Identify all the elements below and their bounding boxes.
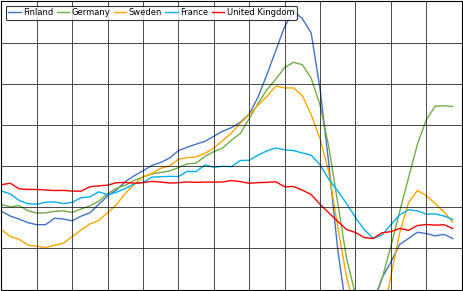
Line: United Kingdom: United Kingdom (1, 180, 453, 239)
Finland (34, 223, 39, 226)
Sweden (282, 86, 288, 90)
France (273, 146, 279, 150)
United Kingdom (246, 182, 252, 185)
Line: France: France (1, 148, 453, 238)
United Kingdom (282, 185, 288, 189)
France (238, 159, 243, 162)
Sweden (34, 244, 39, 248)
Line: Finland: Finland (1, 11, 453, 291)
Finland (158, 161, 163, 164)
Finland (291, 9, 296, 13)
Line: Germany: Germany (1, 62, 453, 291)
Legend: Finland, Germany, Sweden, France, United Kingdom: Finland, Germany, Sweden, France, United… (6, 6, 297, 19)
Line: Sweden: Sweden (1, 86, 453, 291)
Germany (238, 132, 243, 135)
France (158, 175, 163, 178)
United Kingdom (370, 237, 376, 240)
France (300, 151, 305, 155)
Sweden (238, 121, 243, 125)
Finland (300, 17, 305, 20)
United Kingdom (229, 179, 234, 182)
France (282, 148, 288, 152)
Germany (450, 105, 456, 108)
Finland (273, 49, 279, 52)
Sweden (273, 84, 279, 88)
Finland (238, 120, 243, 124)
Finland (0, 210, 4, 213)
United Kingdom (158, 180, 163, 184)
France (0, 189, 4, 193)
Sweden (300, 94, 305, 97)
United Kingdom (450, 227, 456, 230)
United Kingdom (300, 188, 305, 192)
Sweden (0, 228, 4, 231)
Finland (211, 134, 217, 138)
United Kingdom (0, 183, 4, 187)
Germany (34, 211, 39, 215)
France (211, 166, 217, 169)
Germany (273, 77, 279, 81)
Finland (450, 237, 456, 240)
Sweden (158, 166, 163, 170)
United Kingdom (34, 188, 39, 191)
Germany (0, 203, 4, 206)
France (450, 218, 456, 221)
Sweden (211, 146, 217, 150)
United Kingdom (211, 180, 217, 184)
Germany (211, 150, 217, 153)
Germany (300, 63, 305, 66)
Germany (158, 171, 163, 174)
France (34, 203, 39, 206)
Germany (291, 61, 296, 64)
France (370, 237, 376, 240)
Sweden (450, 220, 456, 224)
